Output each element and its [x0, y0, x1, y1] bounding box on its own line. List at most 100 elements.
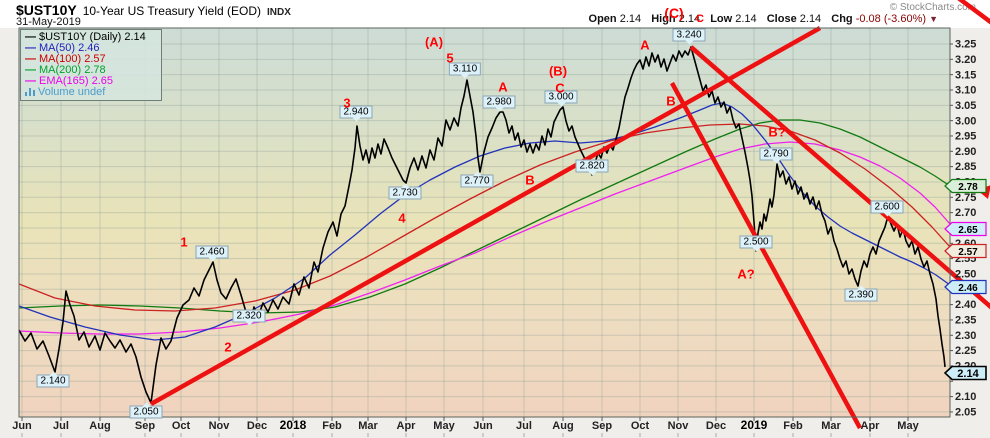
low-label: Low — [710, 13, 733, 25]
chg-value: -0.08 (-3.60%) — [855, 13, 927, 25]
price-tick-label: 2.90 — [955, 146, 976, 158]
price-tick-label: 3.05 — [955, 100, 976, 112]
price-tick-label: 2.75 — [955, 192, 976, 204]
price-tick-label: 3.25 — [955, 39, 976, 51]
close-label: Close — [766, 13, 797, 25]
symbol-label: $UST10Y — [16, 2, 77, 18]
trendline-2 — [670, 81, 862, 430]
month-label: Sep — [592, 420, 612, 432]
header-band — [0, 0, 990, 28]
ohlc-row: Open 2.14 High 2.14 Low 2.14 Close 2.14 … — [582, 13, 938, 25]
price-tick-label: 2.40 — [955, 299, 976, 311]
month-label: Apr — [861, 420, 881, 432]
month-label: Sep — [135, 420, 155, 432]
axis-badge — [944, 243, 987, 259]
price-tick-label: 3.15 — [955, 69, 976, 81]
low-value: 2.14 — [735, 13, 757, 25]
legend-swatch: — — [25, 31, 36, 43]
legend-swatch: — — [25, 64, 36, 76]
month-label: May — [433, 420, 455, 432]
series-line-ust10y — [18, 46, 946, 404]
price-tick-label: 2.85 — [955, 161, 976, 173]
month-label: Jun — [473, 420, 493, 432]
legend-label: EMA(165) 2.65 — [39, 75, 113, 87]
month-label: May — [897, 420, 919, 432]
chart-legend: — $UST10Y (Daily) 2.14— MA(50) 2.46— MA(100… — [20, 29, 162, 101]
month-label: Jul — [53, 420, 69, 432]
price-tick-label: 2.35 — [955, 315, 976, 327]
copyright-label: © StockCharts.com — [889, 2, 976, 13]
trendline-1 — [149, 26, 822, 406]
axis-badge-value: 2.78 — [958, 182, 978, 193]
month-label: Aug — [552, 420, 573, 432]
volume-bars-icon — [25, 88, 35, 96]
price-tick-label: 3.20 — [955, 54, 976, 66]
legend-row: — MA(50) 2.46 — [25, 43, 161, 54]
month-label: Dec — [706, 420, 726, 432]
month-label: Aug — [89, 420, 110, 432]
month-label: 2019 — [741, 418, 768, 432]
price-tick-label: 3.00 — [955, 115, 976, 127]
price-tick-label: 2.05 — [955, 407, 976, 419]
month-label: Oct — [631, 420, 650, 432]
high-label: High — [651, 13, 676, 25]
chart-date: 31-May-2019 — [16, 16, 81, 28]
open-label: Open — [588, 13, 617, 25]
price-tick-label: 2.95 — [955, 131, 976, 143]
chg-down-triangle-icon: ▼ — [929, 14, 938, 24]
legend-label: MA(200) 2.78 — [39, 64, 106, 76]
axis-badge — [944, 279, 987, 295]
legend-swatch: — — [25, 42, 36, 54]
price-tick-label: 2.25 — [955, 345, 976, 357]
series-line-ema165 — [18, 141, 951, 335]
open-value: 2.14 — [619, 13, 642, 25]
high-value: 2.14 — [678, 13, 701, 25]
price-tick-label: 2.30 — [955, 330, 976, 342]
axis-badge-value: 2.46 — [958, 283, 978, 294]
month-label: Dec — [247, 420, 267, 432]
price-tick-label: 2.10 — [955, 391, 976, 403]
legend-row: — $UST10Y (Daily) 2.14 — [25, 32, 161, 43]
month-label: Feb — [783, 420, 803, 432]
price-tick-label: 3.10 — [955, 85, 976, 97]
price-tick-label: 2.50 — [955, 269, 976, 281]
trendline-3 — [689, 45, 990, 310]
month-label: Apr — [397, 420, 417, 432]
axis-badge-value: 2.57 — [958, 247, 978, 258]
month-label: Nov — [668, 420, 690, 432]
axis-badge — [944, 221, 987, 237]
exchange-label: INDX — [267, 7, 291, 18]
month-label: Jul — [516, 420, 532, 432]
chart-title: $UST10Y 10-Year US Treasury Yield (EOD) IN… — [16, 2, 291, 18]
legend-row: Volume undef — [25, 87, 161, 98]
month-label: Mar — [358, 420, 378, 432]
month-label: Nov — [209, 420, 231, 432]
legend-label: Volume undef — [38, 86, 106, 98]
legend-swatch: — — [25, 53, 36, 65]
axis-badge — [944, 178, 987, 194]
plot-border — [18, 27, 951, 418]
series-line-ma100 — [18, 123, 951, 312]
axis-badge-value: 2.14 — [957, 368, 979, 380]
legend-label: MA(100) 2.57 — [39, 53, 106, 65]
legend-row: — MA(200) 2.78 — [25, 65, 161, 76]
plot-background — [19, 28, 950, 417]
legend-row: — EMA(165) 2.65 — [25, 76, 161, 87]
month-label: 2018 — [280, 418, 307, 432]
axis-badge-value: 2.65 — [958, 225, 978, 236]
month-label: Jun — [12, 420, 32, 432]
price-tick-label: 2.70 — [955, 207, 976, 219]
month-label: Mar — [821, 420, 841, 432]
legend-label: $UST10Y (Daily) 2.14 — [39, 31, 146, 43]
axis-badge — [943, 365, 987, 381]
close-value: 2.14 — [799, 13, 822, 25]
chg-label: Chg — [831, 13, 853, 25]
legend-row: — MA(100) 2.57 — [25, 54, 161, 65]
trendline-4 — [957, 0, 990, 25]
month-label: Feb — [322, 420, 342, 432]
instrument-name: 10-Year US Treasury Yield (EOD) — [82, 4, 261, 18]
series-line-ma200 — [18, 119, 951, 314]
legend-swatch: — — [25, 75, 36, 87]
